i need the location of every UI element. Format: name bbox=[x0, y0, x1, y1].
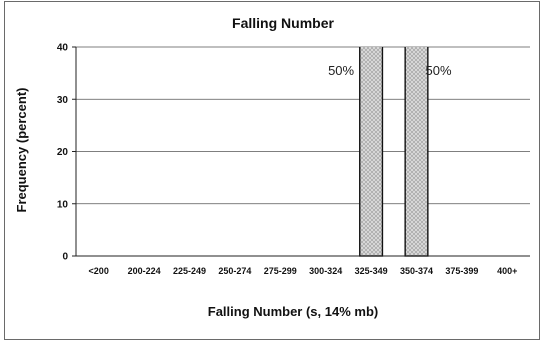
y-tick-label: 30 bbox=[57, 95, 69, 106]
y-tick-label: 0 bbox=[62, 252, 68, 263]
x-tick-label: 200-224 bbox=[128, 266, 161, 276]
y-tick-label: 40 bbox=[57, 43, 69, 54]
x-axis-title: Falling Number (s, 14% mb) bbox=[208, 304, 378, 319]
data-label: 50% bbox=[425, 63, 451, 78]
x-tick-label: 375-399 bbox=[445, 266, 478, 276]
x-axis-ticks: <200 200-224 225-249 250-274 275-299 300-324 3… bbox=[89, 266, 518, 276]
data-label: 50% bbox=[328, 63, 354, 78]
y-axis-ticks: 0 10 20 30 40 bbox=[57, 43, 76, 263]
x-tick-label: <200 bbox=[89, 266, 109, 276]
bar-350-374 bbox=[404, 47, 429, 257]
x-tick-label: 400+ bbox=[497, 266, 517, 276]
x-tick-label: 350-374 bbox=[400, 266, 433, 276]
y-axis-title: Frequency (percent) bbox=[14, 88, 29, 213]
x-tick-label: 250-274 bbox=[218, 266, 251, 276]
bar-325-349 bbox=[359, 47, 384, 257]
x-tick-label: 300-324 bbox=[309, 266, 342, 276]
data-labels: 50% 50% bbox=[328, 63, 452, 78]
chart-frame bbox=[4, 1, 540, 340]
x-tick-label: 225-249 bbox=[173, 266, 206, 276]
y-tick-label: 10 bbox=[57, 199, 69, 210]
x-tick-label: 275-299 bbox=[264, 266, 297, 276]
chart-title: Falling Number bbox=[232, 15, 334, 31]
gridlines bbox=[76, 46, 530, 205]
bars bbox=[359, 47, 429, 257]
y-tick-label: 20 bbox=[57, 147, 69, 158]
x-tick-label: 325-349 bbox=[355, 266, 388, 276]
